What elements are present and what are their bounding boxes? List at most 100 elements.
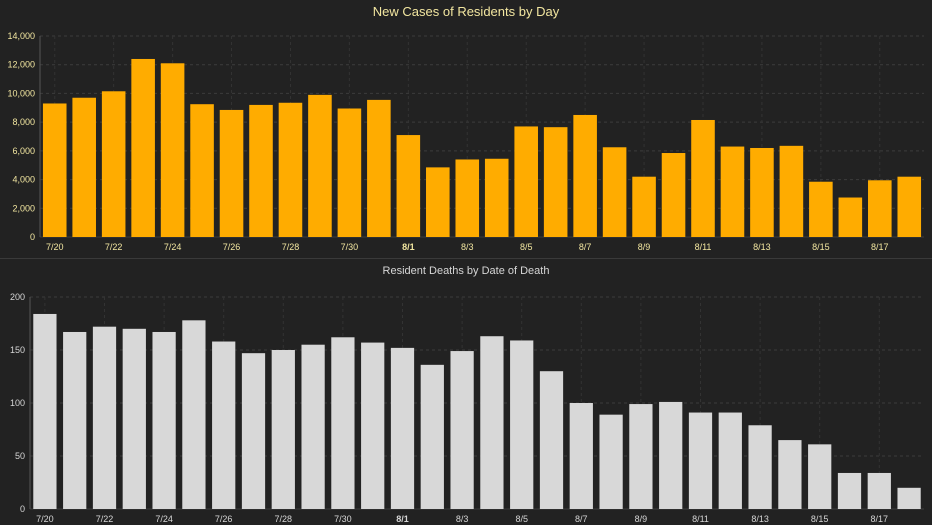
deaths-y-tick-label: 150 (10, 345, 25, 355)
cases-chart: 0 2,000 4,000 6,000 8,000 10,000 12,000 14,000 7… (7, 31, 924, 252)
deaths-bar-8-14[interactable] (778, 440, 802, 509)
deaths-bar-8-16[interactable] (837, 472, 862, 509)
cases-bar-8-18[interactable] (897, 176, 922, 237)
cases-x-tick-label: 8/9 (638, 242, 651, 252)
cases-x-tick-label: 7/24 (164, 242, 182, 252)
deaths-bar-7-22[interactable] (92, 326, 117, 509)
cases-bar-8-3[interactable] (455, 159, 480, 237)
deaths-bar-7-27[interactable] (241, 353, 266, 509)
cases-x-tick-label: 8/17 (871, 242, 889, 252)
deaths-bar-8-12[interactable] (718, 412, 742, 509)
deaths-bar-7-29[interactable] (301, 344, 325, 509)
cases-x-tick-label: 7/22 (105, 242, 123, 252)
deaths-bar-7-20[interactable] (33, 313, 57, 509)
deaths-y-tick-label: 100 (10, 398, 25, 408)
deaths-bar-7-30[interactable] (331, 337, 355, 509)
cases-bar-7-28[interactable] (278, 102, 303, 237)
deaths-bar-7-28[interactable] (271, 350, 295, 509)
deaths-x-tick-label: 7/28 (275, 514, 293, 524)
deaths-x-tick-label: 7/20 (36, 514, 54, 524)
cases-bar-7-26[interactable] (219, 109, 244, 237)
cases-x-tick-label: 8/11 (695, 242, 712, 252)
deaths-bar-7-24[interactable] (152, 331, 176, 509)
cases-bar-8-11[interactable] (691, 119, 715, 237)
cases-bar-8-12[interactable] (720, 146, 745, 237)
cases-bar-8-16[interactable] (838, 197, 863, 237)
deaths-bar-8-11[interactable] (688, 412, 713, 509)
cases-x-tick-label: 7/28 (282, 242, 300, 252)
deaths-y-tick-label: 50 (15, 451, 25, 461)
cases-bar-7-31[interactable] (367, 99, 391, 237)
deaths-bar-8-15[interactable] (808, 444, 832, 509)
deaths-x-tick-label: 8/3 (456, 514, 469, 524)
cases-x-tick-label: 7/30 (341, 242, 359, 252)
deaths-x-tick-label: 8/13 (751, 514, 769, 524)
deaths-x-tick-label: 7/30 (334, 514, 352, 524)
cases-bar-8-9[interactable] (632, 176, 656, 237)
deaths-bar-8-6[interactable] (539, 371, 564, 509)
deaths-bar-8-13[interactable] (748, 425, 772, 509)
deaths-bar-7-25[interactable] (182, 320, 206, 509)
cases-bar-7-22[interactable] (101, 91, 126, 238)
cases-bar-8-14[interactable] (779, 145, 804, 237)
cases-bar-7-20[interactable] (42, 103, 67, 237)
cases-y-tick-label: 0 (30, 232, 35, 242)
deaths-bar-7-26[interactable] (212, 341, 236, 509)
deaths-bar-7-21[interactable] (63, 331, 87, 509)
cases-bar-8-7[interactable] (573, 114, 597, 237)
deaths-bar-8-17[interactable] (867, 472, 891, 509)
deaths-chart-title: Resident Deaths by Date of Death (382, 265, 550, 277)
cases-x-tick-label: 8/15 (812, 242, 830, 252)
cases-y-tick-label: 4,000 (12, 175, 35, 185)
deaths-x-tick-label: 8/9 (635, 514, 648, 524)
deaths-bar-8-5[interactable] (510, 340, 534, 509)
cases-bar-7-30[interactable] (337, 108, 362, 237)
cases-y-tick-label: 6,000 (12, 146, 35, 156)
cases-bar-7-24[interactable] (160, 63, 185, 238)
cases-y-tick-label: 12,000 (7, 60, 35, 70)
cases-bar-8-2[interactable] (426, 167, 450, 237)
cases-x-tick-label: 8/7 (579, 242, 592, 252)
cases-bar-8-4[interactable] (484, 158, 509, 237)
cases-x-tick-label: 7/20 (46, 242, 64, 252)
deaths-bar-8-3[interactable] (450, 351, 474, 509)
cases-bar-8-8[interactable] (602, 147, 627, 237)
deaths-x-tick-label: 8/11 (692, 514, 709, 524)
deaths-chart-panel: 0 50 100 150 200 7/20 7/22 7/24 7/26 7/28 7/30 8/1 8… (0, 258, 932, 525)
cases-bar-8-1[interactable] (396, 135, 421, 237)
cases-bar-7-29[interactable] (308, 94, 332, 237)
deaths-bar-8-7[interactable] (569, 403, 593, 509)
deaths-x-tick-label: 7/26 (215, 514, 233, 524)
cases-bar-8-17[interactable] (868, 180, 892, 237)
deaths-bar-8-8[interactable] (599, 414, 623, 509)
deaths-bar-8-10[interactable] (659, 401, 683, 509)
deaths-bar-7-31[interactable] (361, 342, 385, 509)
deaths-y-tick-label: 200 (10, 292, 25, 302)
cases-bar-7-21[interactable] (72, 97, 96, 237)
deaths-x-tick-label: 7/24 (155, 514, 173, 524)
cases-x-tick-label: 8/13 (753, 242, 771, 252)
cases-bar-7-25[interactable] (190, 104, 214, 237)
cases-y-tick-label: 10,000 (7, 88, 35, 98)
deaths-bar-8-9[interactable] (629, 404, 653, 509)
deaths-x-tick-label: 7/22 (96, 514, 114, 524)
deaths-bar-8-2[interactable] (420, 364, 444, 509)
deaths-bar-7-23[interactable] (122, 328, 146, 509)
deaths-bar-8-4[interactable] (480, 336, 504, 509)
deaths-y-tick-label: 0 (20, 504, 25, 514)
deaths-bar-8-18[interactable] (897, 487, 921, 509)
deaths-chart: 0 50 100 150 200 7/20 7/22 7/24 7/26 7/28 7/30 8/1 8… (10, 292, 924, 524)
cases-x-tick-label: 7/26 (223, 242, 241, 252)
cases-x-tick-label: 8/5 (520, 242, 533, 252)
cases-bar-8-10[interactable] (661, 153, 686, 237)
cases-bar-8-5[interactable] (514, 126, 538, 237)
deaths-x-tick-label: 8/15 (811, 514, 829, 524)
deaths-x-tick-label: 8/5 (515, 514, 528, 524)
cases-bar-7-27[interactable] (249, 104, 273, 238)
cases-bar-8-6[interactable] (543, 127, 568, 237)
cases-bar-8-13[interactable] (750, 147, 774, 237)
cases-bar-7-23[interactable] (131, 58, 155, 237)
cases-bar-8-15[interactable] (809, 181, 833, 237)
deaths-bar-8-1[interactable] (390, 347, 415, 509)
cases-chart-title: New Cases of Residents by Day (372, 4, 560, 19)
